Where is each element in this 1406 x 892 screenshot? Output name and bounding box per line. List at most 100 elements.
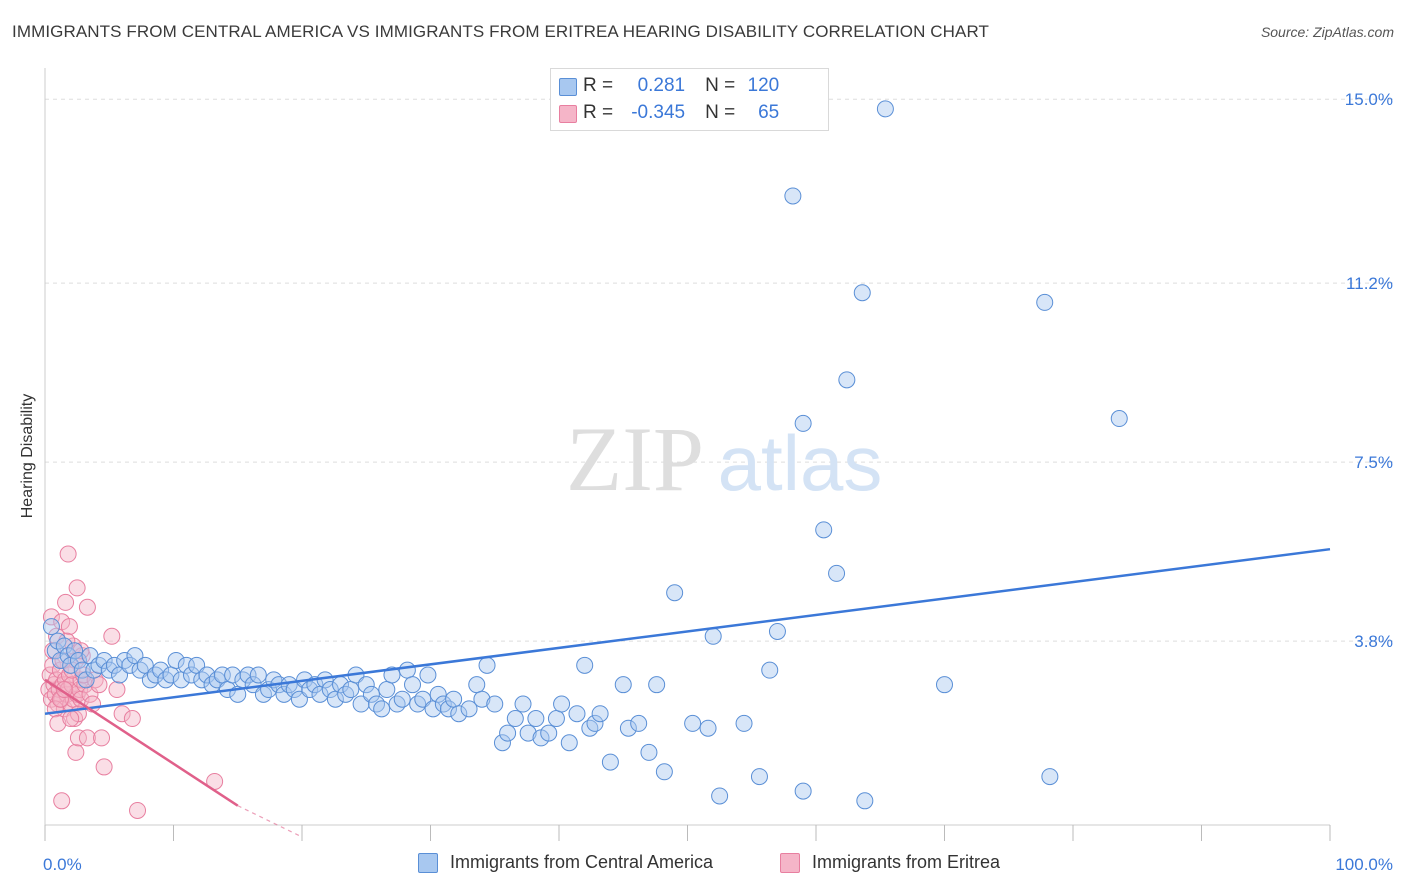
legend-n-label: N = [705, 102, 736, 123]
central-america-point [655, 763, 673, 781]
central-america-point [450, 705, 468, 723]
central-america-point [321, 681, 339, 699]
central-america-point [853, 284, 871, 302]
eritrea-point [49, 714, 67, 732]
legend-swatch-pink [559, 105, 577, 123]
eritrea-point [69, 729, 87, 747]
central-america-point [239, 666, 257, 684]
chart-title: IMMIGRANTS FROM CENTRAL AMERICA VS IMMIG… [12, 22, 990, 41]
central-america-point [519, 724, 537, 742]
eritrea-point [57, 593, 75, 611]
eritrea-point [78, 729, 96, 747]
central-america-point [614, 676, 632, 694]
central-america-point [666, 584, 684, 602]
central-america-point [275, 685, 293, 703]
central-america-point [1110, 410, 1128, 428]
central-america-point [478, 656, 496, 674]
central-america-point [794, 782, 812, 800]
central-america-point [936, 676, 953, 694]
central-america-point [357, 676, 375, 694]
central-america-point [576, 656, 594, 674]
eritrea-point [67, 743, 85, 761]
central-america-point [581, 719, 599, 737]
central-america-point [419, 666, 437, 684]
central-america-point [368, 695, 386, 713]
central-america-point [560, 734, 578, 752]
eritrea-point [108, 681, 126, 699]
central-america-point [362, 685, 380, 703]
central-america-point [249, 666, 267, 684]
central-america-point [493, 734, 511, 752]
y-tick-label: 7.5% [1354, 453, 1393, 472]
central-america-point [828, 564, 846, 582]
central-america-point [1041, 768, 1059, 786]
central-america-point [711, 787, 729, 805]
central-america-point [784, 187, 802, 205]
central-america-point [193, 671, 211, 689]
central-america-point [429, 685, 447, 703]
central-america-point [838, 371, 856, 389]
legend-n-value: 120 [747, 75, 780, 96]
central-america-point [514, 695, 532, 713]
central-america-point [815, 521, 833, 539]
central-america-point [761, 661, 779, 679]
central-america-trend-line [44, 547, 1331, 715]
tick-labels: 3.8% 7.5% 11.2% 15.0% 0.0% 100.0% [43, 90, 1393, 874]
central-america-point [182, 666, 200, 684]
central-america-point [404, 676, 422, 694]
eritrea-point [53, 792, 71, 810]
legend-r-value: 0.281 [637, 75, 686, 96]
y-tick-label: 15.0% [1345, 90, 1393, 109]
central-america-point [527, 710, 545, 728]
eritrea-point [51, 661, 69, 679]
legend-r-value: -0.345 [631, 102, 686, 123]
watermark-zip: ZIP [566, 408, 704, 510]
gridlines [45, 98, 1395, 642]
central-america-point [373, 700, 391, 718]
central-america-point [445, 690, 463, 708]
eritrea-point [93, 729, 111, 747]
central-america-point [46, 642, 64, 660]
central-america-point [393, 690, 411, 708]
central-america-point [121, 656, 139, 674]
legend-item-central-america: Immigrants from Central America [418, 852, 713, 873]
central-america-point [601, 753, 619, 771]
central-america-point [73, 661, 91, 679]
y-tick-label: 11.2% [1346, 274, 1393, 293]
central-america-point [460, 700, 478, 718]
eritrea-point [103, 627, 121, 645]
eritrea-trend-extension [237, 805, 303, 838]
central-america-point [553, 695, 571, 713]
central-america-point [876, 100, 894, 118]
central-america-point [630, 714, 648, 732]
central-america-point [648, 676, 666, 694]
central-america-point [409, 695, 427, 713]
eritrea-point [129, 801, 147, 819]
legend-n-label: N = [705, 75, 736, 96]
legend-row-eritrea: R = -0.345 N = 65 [559, 101, 779, 125]
central-america-point [586, 714, 604, 732]
y-tick-label: 3.8% [1354, 632, 1393, 651]
central-america-point [342, 681, 360, 699]
central-america-point [198, 666, 216, 684]
eritrea-trend-line [44, 678, 239, 807]
central-america-point [388, 695, 406, 713]
central-america-point [224, 666, 242, 684]
central-america-point [684, 714, 702, 732]
central-america-point [105, 656, 123, 674]
central-america-point [55, 637, 73, 655]
central-america-point [547, 710, 565, 728]
legend-swatch-pink [780, 852, 800, 873]
correlation-legend: R = 0.281 N = 120 R = -0.345 N = 65 [550, 68, 829, 131]
eritrea-point [59, 545, 77, 563]
central-america-point [116, 651, 134, 669]
central-america-point [468, 676, 486, 694]
central-america-point [434, 695, 452, 713]
legend-r-label: R = [583, 102, 614, 123]
eritrea-point [123, 710, 141, 728]
legend-item-eritrea: Immigrants from Eritrea [780, 852, 1000, 873]
central-america-point [568, 705, 586, 723]
central-america-point [439, 700, 457, 718]
x-tick-label: 0.0% [43, 855, 82, 874]
